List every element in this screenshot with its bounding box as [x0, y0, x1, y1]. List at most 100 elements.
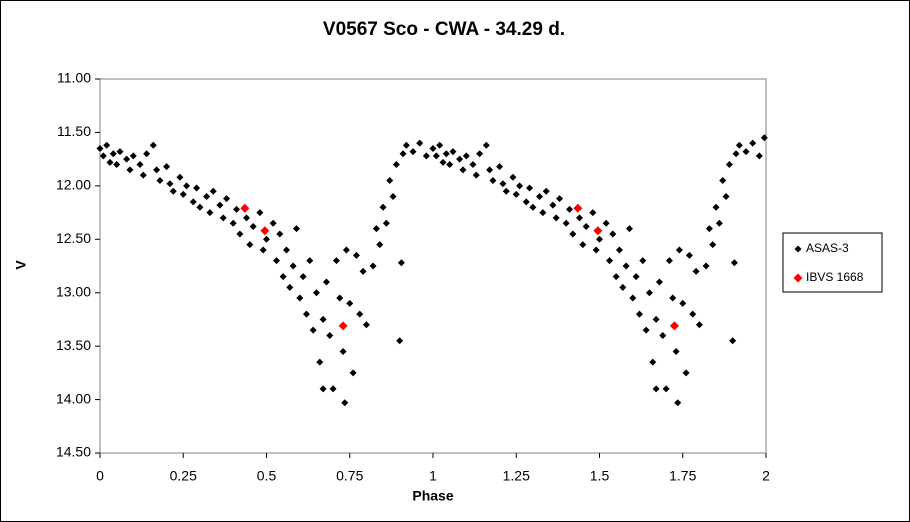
data-point — [326, 331, 334, 339]
data-point — [462, 152, 470, 160]
data-point — [522, 198, 530, 206]
data-point — [382, 219, 390, 227]
data-point — [472, 171, 480, 179]
data-point — [169, 187, 177, 195]
data-point — [156, 177, 164, 185]
data-point — [416, 139, 424, 147]
data-point — [456, 155, 464, 163]
data-point — [702, 262, 710, 270]
y-tick-label: 14.50 — [56, 444, 91, 460]
data-point — [429, 144, 437, 152]
data-point — [496, 163, 504, 171]
data-point — [742, 148, 750, 156]
data-point — [679, 299, 687, 307]
data-point — [329, 385, 337, 393]
data-point — [469, 160, 477, 168]
data-point — [593, 226, 603, 236]
data-point — [549, 201, 557, 209]
data-point — [556, 195, 564, 203]
data-point — [229, 219, 237, 227]
data-point — [259, 246, 267, 254]
data-point — [592, 246, 600, 254]
data-point — [203, 193, 211, 201]
data-point — [712, 203, 720, 211]
x-tick-label: 2 — [762, 468, 770, 484]
data-point — [705, 225, 713, 233]
y-tick-label: 11.00 — [57, 70, 91, 86]
data-point — [339, 347, 347, 355]
data-point — [163, 163, 171, 171]
data-point — [755, 152, 763, 160]
data-point — [216, 201, 224, 209]
x-tick-label: 0.5 — [257, 468, 277, 484]
data-point — [292, 225, 300, 233]
data-point — [749, 139, 757, 147]
data-point — [436, 141, 444, 149]
data-point — [342, 246, 350, 254]
data-point — [526, 184, 534, 192]
data-point — [263, 235, 270, 243]
data-point — [449, 148, 457, 156]
data-point — [193, 184, 201, 192]
data-point — [669, 294, 677, 302]
data-point — [579, 241, 587, 249]
data-point — [576, 214, 584, 222]
data-point — [639, 257, 647, 265]
data-point — [282, 246, 290, 254]
data-point — [665, 257, 673, 265]
data-point — [341, 399, 349, 407]
data-point — [569, 230, 577, 238]
data-point — [612, 273, 620, 281]
data-point — [596, 235, 603, 243]
data-point — [372, 225, 380, 233]
data-point — [396, 337, 404, 345]
data-point — [635, 310, 643, 318]
data-point — [589, 209, 597, 217]
data-point — [359, 267, 367, 275]
x-tick-label: 0.75 — [336, 468, 363, 484]
data-point — [629, 294, 637, 302]
data-point — [735, 141, 743, 149]
data-point — [316, 358, 324, 366]
x-tick-label: 1.5 — [590, 468, 610, 484]
data-point — [379, 203, 387, 211]
data-point — [209, 187, 217, 195]
data-point — [176, 173, 184, 181]
data-point — [605, 257, 613, 265]
data-point — [760, 134, 768, 142]
data-point — [655, 278, 663, 286]
y-tick-label: 13.00 — [56, 283, 91, 299]
data-point — [346, 299, 354, 307]
data-point — [442, 150, 450, 158]
data-point — [602, 219, 610, 227]
data-point — [499, 180, 507, 188]
data-point — [512, 190, 520, 198]
data-point — [725, 160, 733, 168]
data-point — [349, 369, 357, 377]
data-point — [362, 321, 370, 329]
x-tick-label: 1.75 — [669, 468, 696, 484]
data-point — [223, 195, 231, 203]
data-point — [692, 267, 700, 275]
data-point — [476, 150, 484, 158]
data-point — [196, 203, 204, 211]
data-point — [489, 177, 497, 185]
y-tick-label: 14.00 — [56, 390, 91, 406]
data-point — [123, 155, 131, 163]
data-point — [695, 321, 703, 329]
data-point — [109, 150, 117, 158]
x-tick-label: 1.25 — [503, 468, 530, 484]
data-point — [719, 177, 727, 185]
data-point — [136, 160, 144, 168]
legend-marker — [793, 273, 803, 283]
data-point — [183, 182, 191, 190]
data-point — [615, 246, 623, 254]
data-point — [422, 152, 430, 160]
data-point — [397, 259, 405, 267]
data-point — [116, 148, 124, 156]
data-point — [296, 294, 304, 302]
data-point — [509, 173, 517, 181]
legend-marker — [794, 245, 802, 253]
data-point — [675, 246, 683, 254]
